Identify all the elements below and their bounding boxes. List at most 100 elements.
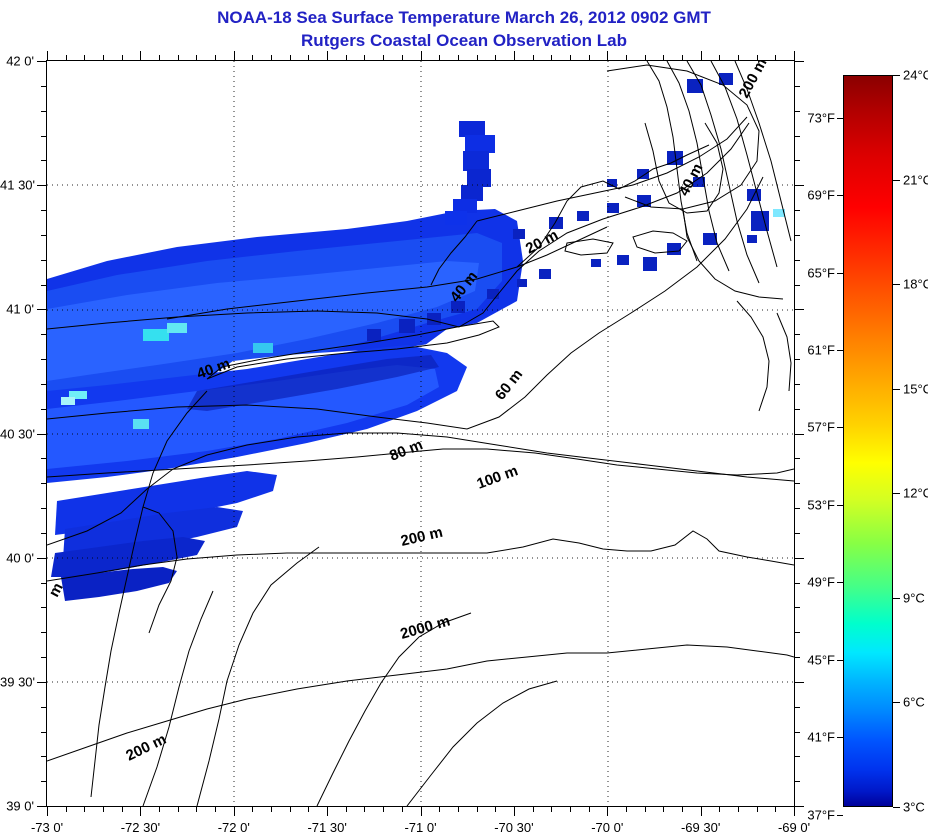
contour-label: 200 m xyxy=(399,524,444,550)
y-axis-major-tick-right xyxy=(795,557,804,559)
y-axis-major-tick xyxy=(37,681,46,683)
y-axis-minor-tick xyxy=(41,731,46,733)
x-axis-major-tick-top xyxy=(420,51,422,60)
x-axis-minor-tick-top xyxy=(103,55,105,60)
x-axis-minor-tick-top xyxy=(308,55,310,60)
y-axis-minor-tick xyxy=(41,383,46,385)
x-axis-minor-tick-top xyxy=(532,55,534,60)
x-axis-major-tick xyxy=(233,807,235,816)
x-axis-major-tick xyxy=(794,807,795,816)
y-axis-minor-tick xyxy=(41,756,46,758)
x-axis-minor-tick xyxy=(588,807,590,812)
y-axis-minor-tick xyxy=(41,532,46,534)
y-axis-minor-tick-right xyxy=(795,582,800,584)
x-axis-minor-tick-top xyxy=(177,55,179,60)
x-axis-minor-tick xyxy=(159,807,161,812)
x-axis-minor-tick-top xyxy=(345,55,347,60)
sst-patch-southshore2 xyxy=(47,365,439,469)
colorbar-fahrenheit-label: 45°F xyxy=(807,652,835,668)
x-axis-minor-tick-top xyxy=(196,55,198,60)
y-axis-minor-tick-right xyxy=(795,408,800,410)
x-axis-minor-tick-top xyxy=(364,55,366,60)
x-axis-minor-tick xyxy=(308,807,310,812)
x-axis-minor-tick xyxy=(644,807,646,812)
colorbar-celsius-label: 18°C xyxy=(903,276,928,292)
x-axis-tick-label: -72 30' xyxy=(120,820,161,835)
x-axis-major-tick-top xyxy=(794,51,795,60)
x-axis-major-tick xyxy=(47,807,48,816)
y-axis-minor-tick-right xyxy=(795,210,800,211)
y-axis-tick-label: 42 0' xyxy=(6,53,34,69)
x-axis-minor-tick-top xyxy=(756,55,758,60)
x-axis-major-tick-top xyxy=(513,51,515,60)
x-axis-minor-tick xyxy=(719,807,721,812)
x-axis-minor-tick xyxy=(289,807,291,812)
x-axis-minor-tick xyxy=(401,807,403,812)
y-axis-minor-tick xyxy=(41,706,46,708)
y-axis-minor-tick-right xyxy=(795,632,800,634)
x-axis-minor-tick-top xyxy=(401,55,403,60)
y-axis-tick-label: 41 30' xyxy=(0,177,36,193)
colorbar-celsius-label: 12°C xyxy=(903,485,928,501)
sst-patch-njshelf3 xyxy=(51,537,205,577)
x-axis-minor-tick xyxy=(252,807,254,812)
colorbar-fahrenheit-label: 69°F xyxy=(807,187,835,203)
y-axis-minor-tick xyxy=(41,359,46,360)
y-axis-major-tick-right xyxy=(795,61,804,62)
x-axis-minor-tick-top xyxy=(495,55,497,60)
y-axis-major-tick-right xyxy=(795,185,804,187)
y-axis-minor-tick xyxy=(41,284,46,286)
x-axis-minor-tick xyxy=(457,807,459,812)
contour-label: 2000 m xyxy=(398,612,452,642)
x-axis-minor-tick xyxy=(215,807,217,812)
x-axis-minor-tick xyxy=(569,807,571,812)
x-axis-tick-label: -72 0' xyxy=(217,820,250,835)
colorbar-celsius-label: 3°C xyxy=(903,799,925,815)
x-axis-minor-tick xyxy=(737,807,739,812)
x-axis-tick-label: -71 0' xyxy=(404,820,437,835)
y-axis-minor-tick xyxy=(41,781,46,783)
x-axis-minor-tick xyxy=(756,807,758,812)
y-axis-minor-tick-right xyxy=(795,607,800,609)
y-axis-minor-tick-right xyxy=(795,731,800,733)
x-axis-minor-tick xyxy=(84,807,86,812)
colorbar-celsius-label: 24°C xyxy=(903,67,928,83)
colorbar-fahrenheit-label: 37°F xyxy=(807,807,835,823)
colorbar-celsius-tick xyxy=(893,597,900,599)
x-axis-major-tick-top xyxy=(700,51,702,60)
contour-label: 100 m xyxy=(475,462,521,493)
colorbar-celsius-label: 6°C xyxy=(903,694,925,710)
x-axis-minor-tick xyxy=(196,807,198,812)
colorbar-fahrenheit-label: 49°F xyxy=(807,574,835,590)
x-axis-minor-tick xyxy=(177,807,179,812)
y-axis-minor-tick-right xyxy=(795,657,800,658)
x-axis-minor-tick xyxy=(271,807,273,812)
x-axis-minor-tick-top xyxy=(775,55,777,60)
x-axis-minor-tick xyxy=(681,807,683,812)
temperature-colorbar[interactable] xyxy=(843,75,893,807)
x-axis-major-tick xyxy=(327,807,329,816)
contour-label: 200 m xyxy=(123,731,169,765)
x-axis-minor-tick-top xyxy=(663,55,665,60)
x-axis-major-tick-top xyxy=(140,51,142,60)
y-axis-minor-tick-right xyxy=(795,483,800,485)
y-axis-major-tick xyxy=(37,61,46,62)
colorbar-celsius-tick xyxy=(893,702,900,704)
colorbar-fahrenheit-label: 65°F xyxy=(807,265,835,281)
y-axis-minor-tick-right xyxy=(795,85,800,87)
x-axis-minor-tick xyxy=(439,807,441,812)
x-axis-major-tick-top xyxy=(327,51,329,60)
colorbar-celsius-tick xyxy=(893,388,900,390)
y-axis-major-tick xyxy=(37,557,46,559)
x-axis-minor-tick xyxy=(103,807,105,812)
colorbar-fahrenheit-label: 41°F xyxy=(807,729,835,745)
x-axis-major-tick xyxy=(607,807,609,816)
y-axis-major-tick-right xyxy=(795,309,804,311)
x-axis-minor-tick-top xyxy=(252,55,254,60)
y-axis-minor-tick-right xyxy=(795,110,800,112)
x-axis-tick-label: -70 0' xyxy=(591,820,624,835)
colorbar-fahrenheit-tick xyxy=(837,814,843,816)
contour-label: 80 m xyxy=(387,436,425,465)
y-axis-minor-tick-right xyxy=(795,781,800,783)
